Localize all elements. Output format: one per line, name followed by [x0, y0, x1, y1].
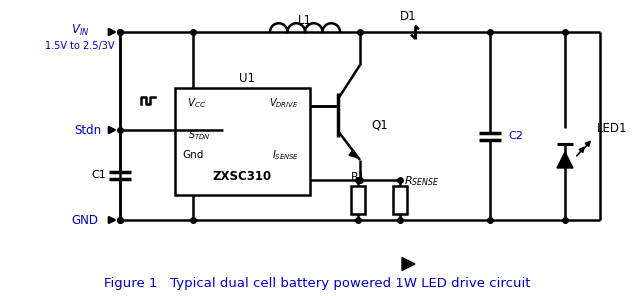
Text: D1: D1	[400, 9, 417, 22]
Bar	[175, 88, 310, 195]
Text: $V_{DRIVE}$: $V_{DRIVE}$	[269, 96, 299, 110]
Text: Gnd: Gnd	[183, 150, 204, 160]
Bar	[393, 186, 407, 214]
Text: GND: GND	[72, 213, 98, 226]
Text: $V_{IN}$: $V_{IN}$	[71, 22, 89, 38]
Polygon shape	[557, 152, 573, 168]
Text: R1: R1	[351, 172, 365, 182]
Text: C2: C2	[508, 131, 523, 141]
Text: U1: U1	[240, 72, 256, 84]
Text: $R_{SENSE}$: $R_{SENSE}$	[404, 174, 439, 188]
Text: Figure 1   Typical dual cell battery powered 1W LED drive circuit: Figure 1 Typical dual cell battery power…	[104, 276, 530, 289]
Polygon shape	[402, 258, 415, 271]
Text: Stdn: Stdn	[74, 123, 101, 136]
Text: L1: L1	[298, 14, 312, 27]
Text: 1.5V to 2.5/3V: 1.5V to 2.5/3V	[45, 41, 115, 51]
Text: Q1: Q1	[372, 118, 389, 131]
Bar	[351, 186, 365, 214]
Text: ZXSC310: ZXSC310	[213, 170, 272, 184]
Text: $S_{TDN}$: $S_{TDN}$	[188, 128, 210, 142]
Text: C1: C1	[91, 170, 106, 180]
Text: $I_{SENSE}$: $I_{SENSE}$	[273, 148, 300, 162]
Text: $V_{CC}$: $V_{CC}$	[188, 96, 207, 110]
Text: LED1: LED1	[597, 121, 628, 134]
